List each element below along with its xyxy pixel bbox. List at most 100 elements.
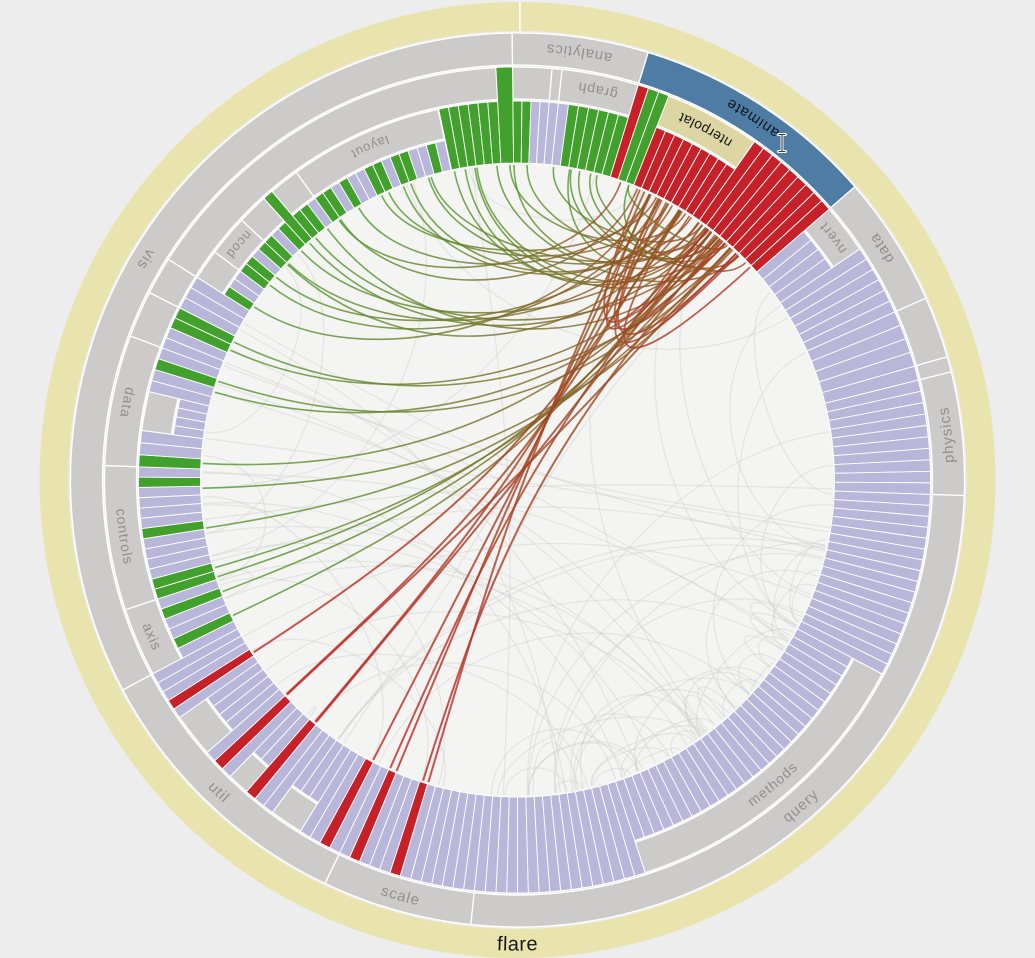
dependency-edge-highlighted [253, 209, 681, 654]
label-data-vis[interactable]: data [117, 386, 139, 420]
text-cursor-icon [777, 133, 787, 153]
dependency-edge [206, 266, 302, 433]
bars-converters-classes [756, 230, 833, 304]
label-text-data-vis: data [117, 386, 138, 420]
label-controls[interactable]: controls [113, 508, 137, 566]
dependency-edge-highlighted [214, 242, 726, 414]
dependency-edge [337, 537, 825, 740]
bars-distortion-classes [223, 270, 265, 312]
dependency-edge [252, 638, 446, 787]
bars-axis-classes [157, 578, 239, 659]
dependency-edge-highlighted [402, 186, 680, 275]
package-ring [69, 32, 966, 928]
dependency-edge [553, 780, 583, 793]
dependency-edge [378, 632, 749, 764]
bars-methods-classes [614, 628, 853, 842]
dependency-edge [338, 544, 823, 740]
dependency-edge [211, 542, 657, 764]
dependency-edge-highlighted [339, 188, 639, 281]
dependency-edge [749, 602, 802, 642]
dependency-edge-highlighted [338, 182, 622, 269]
dependency-edge [532, 741, 580, 795]
bars-scale-classes [339, 765, 485, 892]
dependency-edge [771, 583, 815, 650]
dependency-edge [670, 730, 700, 755]
label-text-controls: controls [113, 508, 136, 566]
dependency-edge [471, 168, 511, 795]
arc-vis[interactable] [69, 32, 514, 691]
dependency-edge [749, 612, 797, 651]
dependency-edge-highlighted [623, 210, 751, 349]
dependency-edge [705, 569, 818, 709]
dependency-edge [721, 678, 760, 717]
dependency-edge [570, 713, 670, 791]
dependency-edge-highlighted [380, 195, 658, 252]
dependency-edge [753, 292, 833, 495]
bars-label-classes [291, 197, 334, 240]
subsubpackage-ring [141, 108, 446, 436]
label-text-flare: flare [497, 933, 538, 955]
class-bar[interactable] [833, 470, 931, 484]
dependency-edge [504, 767, 568, 795]
label-physics[interactable]: physics [935, 405, 958, 463]
edge-bundle-colored [202, 165, 751, 783]
arc-flare-root[interactable] [39, 2, 996, 958]
class-bar[interactable] [434, 140, 452, 173]
dependency-edge [343, 200, 664, 744]
bars-display-classes [806, 311, 916, 394]
dependency-edge [579, 694, 706, 789]
dependency-edge [620, 725, 705, 778]
class-bar[interactable] [138, 476, 202, 488]
dependency-edge [789, 539, 827, 623]
dependency-edge [243, 542, 811, 637]
dependency-edge-highlighted [275, 205, 673, 322]
arc-cluster[interactable] [511, 66, 553, 102]
dependency-edge-highlighted [476, 167, 721, 283]
dependency-edge [750, 662, 775, 692]
dependency-edge [527, 740, 644, 795]
dependency-edge [206, 253, 325, 534]
arc-layout[interactable] [295, 108, 446, 198]
dependency-edge [729, 305, 825, 550]
dependency-edge-highlighted [315, 236, 719, 321]
bars-animate-pre [609, 84, 670, 186]
label-text-physics: physics [935, 405, 957, 463]
bars-data-classes [779, 248, 896, 352]
dependency-edge [635, 718, 716, 772]
bars-palette-classes [206, 661, 280, 731]
dependency-edge [223, 365, 830, 528]
dependency-edge [203, 501, 623, 778]
dependency-edge-highlighted [430, 176, 707, 263]
bars-cluster-classes [512, 100, 550, 165]
bars-visdata-classes-a [138, 430, 204, 470]
dependency-edge [760, 464, 833, 629]
dependency-edge [591, 746, 669, 787]
bars-physics-classes [824, 379, 931, 495]
dependency-edge-highlighted [589, 173, 740, 269]
bars-legend-classes [179, 276, 251, 337]
bars-filter-classes [264, 221, 307, 264]
dependency-edge-highlighted [389, 224, 704, 769]
bars-query-classes-b [473, 780, 646, 894]
dependency-edge [337, 599, 786, 740]
dependency-edge [266, 611, 701, 737]
dependency-edge [593, 768, 632, 786]
dependency-edge [574, 677, 750, 790]
bars-util-classes-d [152, 628, 259, 719]
dependency-edge [623, 747, 681, 777]
arc-render[interactable] [141, 390, 179, 436]
label-flare[interactable]: flare [497, 933, 539, 955]
dependency-edge-highlighted [253, 193, 651, 341]
dependency-edge [791, 569, 820, 623]
dependency-edge [758, 636, 789, 668]
dependency-edge [554, 542, 826, 793]
dependency-edge-highlighted [286, 247, 732, 696]
dependency-edge-highlighted [464, 169, 709, 286]
dependency-edge-highlighted [623, 185, 718, 260]
class-bar[interactable] [601, 114, 629, 178]
dependency-edge-highlighted [287, 215, 691, 337]
dependency-edge [773, 545, 826, 642]
dependency-edge [573, 688, 730, 790]
dependency-edge [277, 653, 589, 788]
class-bar[interactable] [512, 100, 523, 164]
